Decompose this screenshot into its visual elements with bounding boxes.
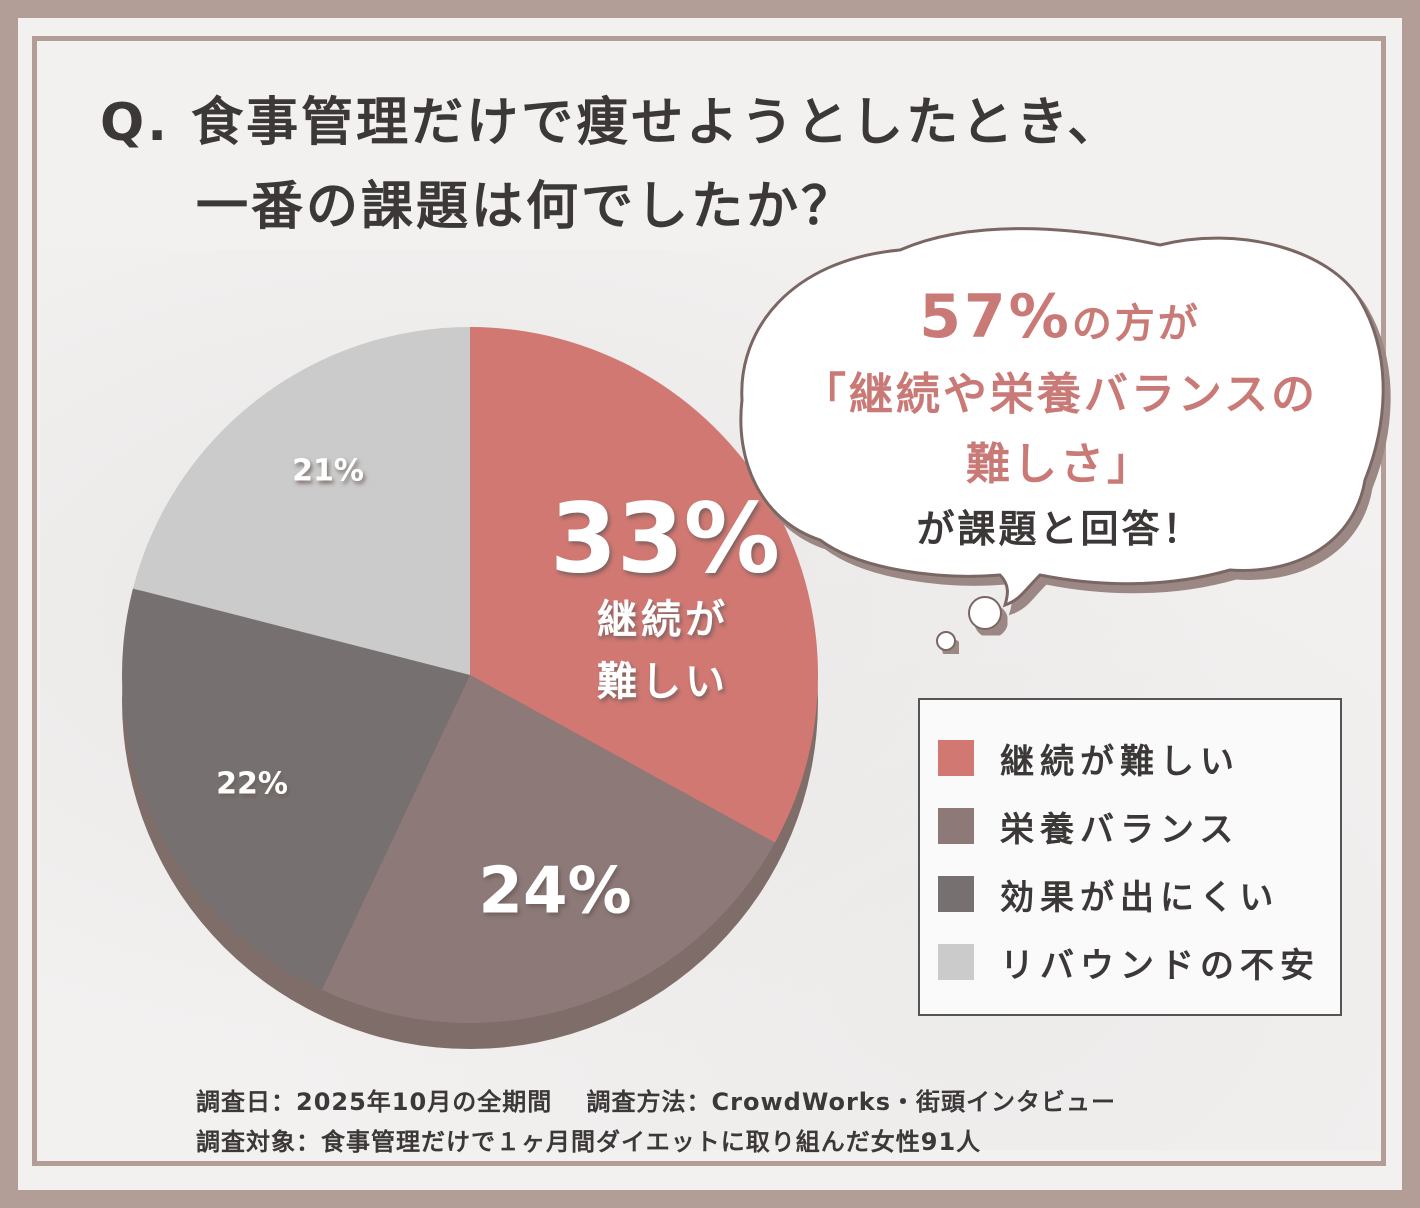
bubble-line-1: 57%の方が [760, 282, 1360, 352]
legend-label-1: 継続が難しい [1000, 741, 1240, 782]
pie-slice-1 [470, 327, 819, 843]
legend-label-2: 栄養バランス [1000, 809, 1240, 850]
pie-slice-2 [321, 675, 775, 1023]
bubble-percent-suffix: の方が [1071, 301, 1201, 347]
slice-1-caption-line-1: 継続が [597, 597, 729, 643]
bubble-percent: 57% [919, 282, 1072, 352]
pie-slices [122, 327, 819, 1049]
legend-item-2: 栄養バランス [938, 806, 1239, 850]
speech-bubble-shape [739, 227, 1385, 608]
legend-swatch-4 [938, 944, 974, 980]
slice-percent-label-1: 33% [550, 482, 780, 594]
speech-bubble [739, 227, 1385, 651]
bubble-line-2: 「継続や栄養バランスの [801, 369, 1319, 420]
thought-dot-small [936, 631, 956, 651]
bubble-line-3: 難しさ」 [966, 439, 1154, 490]
slice-1-caption-line-2: 難しい [597, 659, 729, 705]
question-title-line-1: Q. 食事管理だけで痩せようとしたとき、 [100, 93, 1123, 153]
legend-label-3: 効果が出にくい [1000, 877, 1280, 918]
pie-slice-4 [132, 327, 471, 675]
pie-slice-3 [122, 588, 470, 990]
legend-item-1: 継続が難しい [938, 738, 1240, 782]
legend-item-3: 効果が出にくい [938, 874, 1279, 918]
slice-percent-label-3: 22% [216, 767, 288, 802]
slice-percent-label-4: 21% [292, 454, 364, 489]
legend-item-4: リバウンドの不安 [938, 942, 1320, 986]
legend-swatch-2 [938, 808, 974, 844]
bubble-line-4: が課題と回答！ [916, 507, 1204, 551]
legend-label-4: リバウンドの不安 [1000, 945, 1320, 986]
question-title-line-2: 一番の課題は何でしたか？ [196, 177, 857, 237]
thought-dot-large [968, 596, 1002, 630]
pie-labels: 33% 24% 22% 21% 継続が難しい [216, 454, 780, 929]
survey-info-line-2: 調査対象：食事管理だけで１ヶ月間ダイエットに取り組んだ女性91人 [196, 1128, 982, 1156]
survey-info-line-1: 調査日：2025年10月の全期間 調査方法：CrowdWorks・街頭インタビュ… [196, 1088, 1117, 1116]
inner-frame [32, 36, 1386, 1166]
legend-swatch-3 [938, 876, 974, 912]
chart-legend: 継続が難しい 栄養バランス 効果が出にくい リバウンドの不安 [918, 698, 1342, 1016]
legend-swatch-1 [938, 740, 974, 776]
slice-percent-label-2: 24% [478, 855, 631, 929]
